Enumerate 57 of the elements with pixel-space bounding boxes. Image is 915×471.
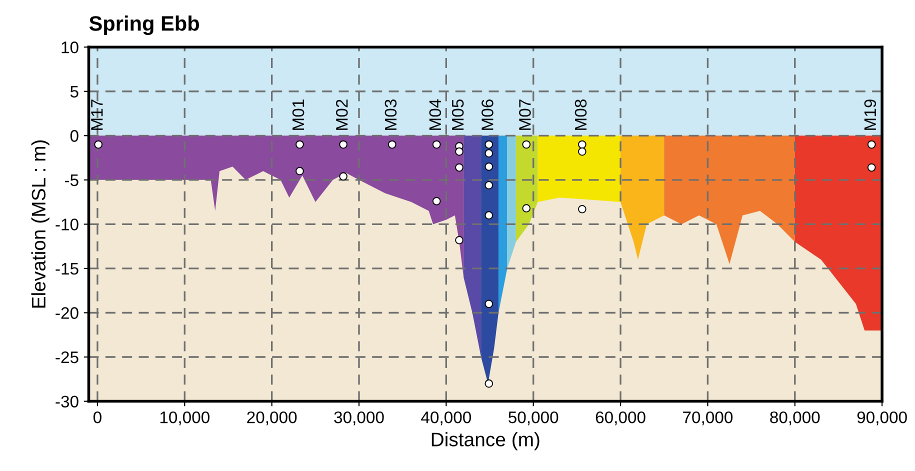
annotation: M01 <box>292 100 304 130</box>
point <box>867 163 876 172</box>
annotation: M06 <box>482 100 494 130</box>
point <box>296 166 304 176</box>
point <box>339 172 348 181</box>
point <box>578 147 586 156</box>
x-tick-label: 20,000 <box>247 411 297 426</box>
y-tick-label: -25 <box>56 351 78 364</box>
x-tick-label: 80,000 <box>770 411 820 426</box>
x-axis-title: Distance (m) <box>432 432 540 450</box>
point <box>484 140 494 149</box>
chart-title: Spring Ebb <box>89 16 200 36</box>
x-tick-label: 0 <box>93 411 102 424</box>
x-tick-label: 10,000 <box>160 411 210 426</box>
point <box>522 140 531 149</box>
point <box>484 162 494 171</box>
y-tick-label: -20 <box>56 307 78 319</box>
x-tick-label: 30,000 <box>334 411 384 426</box>
x-tick-label: 70,000 <box>683 411 733 426</box>
annotation: M05 <box>452 100 464 130</box>
x-tick-label: 90,000 <box>857 411 907 426</box>
y-tick-label: 0 <box>70 130 78 142</box>
annotation: M03 <box>384 100 397 130</box>
point <box>432 140 441 149</box>
point <box>455 147 464 156</box>
annotation: M17 <box>91 100 103 130</box>
y-tick-label: -5 <box>64 174 78 186</box>
y-tick-label: -15 <box>56 263 78 275</box>
y-axis-title: Elevation (MSL : m) <box>31 140 50 308</box>
point <box>94 140 103 149</box>
point <box>296 140 304 149</box>
point <box>455 163 464 172</box>
x-tick-label: 40,000 <box>421 411 472 426</box>
point <box>578 140 586 149</box>
annotation: M08 <box>574 100 587 130</box>
y-tick-label: 5 <box>70 86 78 98</box>
annotation: M04 <box>429 99 442 130</box>
annotation: M19 <box>864 100 876 130</box>
y-tick-label: -10 <box>56 218 78 230</box>
x-tick-label: 50,000 <box>508 411 558 426</box>
y-tick-label: 10 <box>62 42 78 54</box>
point <box>484 211 494 220</box>
point <box>484 149 494 158</box>
point <box>339 140 348 149</box>
x-tick-label: 60,000 <box>596 411 646 426</box>
point <box>867 140 876 149</box>
point <box>484 379 494 388</box>
y-tick-label: -30 <box>56 396 78 408</box>
point <box>484 181 494 190</box>
point <box>455 236 464 244</box>
point <box>432 197 441 206</box>
point <box>578 204 586 214</box>
annotation: M07 <box>519 100 531 130</box>
point <box>388 140 396 149</box>
annotation: M02 <box>336 100 348 130</box>
point <box>522 204 531 212</box>
point <box>484 300 494 308</box>
